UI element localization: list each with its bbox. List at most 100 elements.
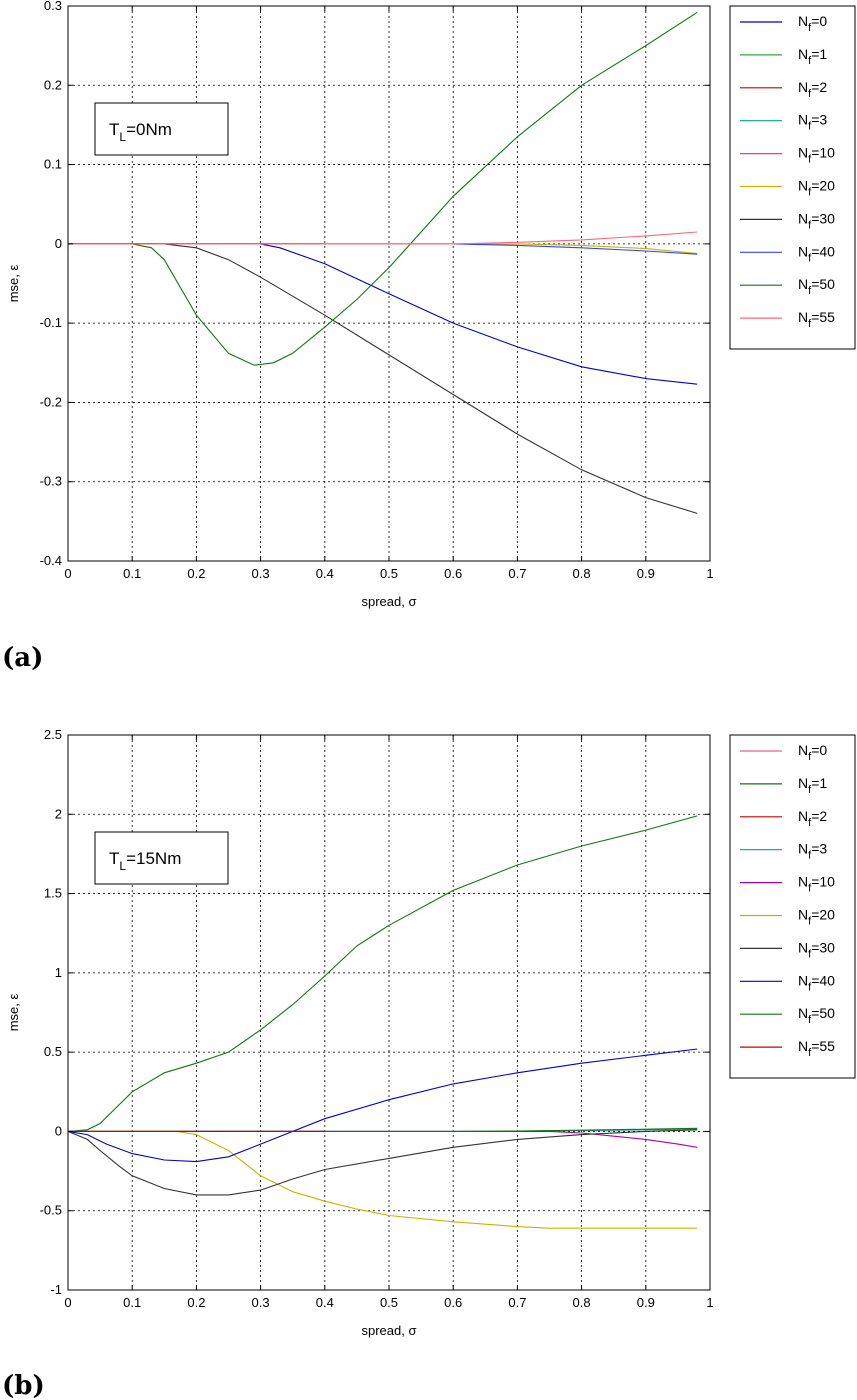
panel-label: (a) <box>2 643 43 673</box>
legend-label-nf-50: Nf=50 <box>798 1005 835 1026</box>
legend-value: 2 <box>819 79 827 95</box>
legend-sub: f <box>808 252 812 264</box>
legend-label-nf-40: Nf=40 <box>798 243 835 264</box>
series-line-nf-1 <box>67 815 698 1132</box>
y-tick-label: -0.2 <box>40 394 62 409</box>
x-axis-label: spread, σ <box>362 594 417 609</box>
chart-panel-0: 0 0.1 0.2 0.3 0.4 0.5 0.6 0.7 0.8 0.9 1 -0.4 -0.3 -0.… <box>2 0 856 673</box>
legend-sub: f <box>808 55 812 67</box>
legend-label-nf-10: Nf=10 <box>798 874 835 895</box>
legend-sub: f <box>808 883 812 895</box>
annotation-text: TL=0Nm <box>109 120 172 144</box>
legend-label-nf-3: Nf=3 <box>798 112 827 133</box>
y-tick-label: 1.5 <box>44 886 62 901</box>
legend-sub: f <box>808 318 812 330</box>
x-tick-label: 0 <box>64 566 71 581</box>
series-line-nf-50 <box>68 11 698 366</box>
legend-eq: = <box>811 775 819 791</box>
y-tick-label: -1 <box>50 1282 62 1297</box>
legend-sub: f <box>808 22 812 34</box>
x-tick-label: 0.1 <box>123 1295 141 1310</box>
legend-eq: = <box>811 742 819 758</box>
legend-box <box>729 5 856 350</box>
x-tick-label: 0.8 <box>573 566 591 581</box>
legend-label-nf-20: Nf=20 <box>798 907 835 928</box>
series-line-nf-20 <box>68 1130 698 1229</box>
x-tick-label: 0.1 <box>123 566 141 581</box>
series-group <box>67 815 698 1229</box>
legend-n: N <box>798 112 808 128</box>
legend-label-nf-0: Nf=0 <box>798 13 827 34</box>
legend-eq: = <box>811 841 819 857</box>
legend-label-nf-50: Nf=50 <box>798 276 835 297</box>
legend-label-nf-2: Nf=2 <box>798 79 827 100</box>
x-tick-label: 0.3 <box>252 1295 270 1310</box>
x-tick-label: 0.4 <box>316 1295 334 1310</box>
series-line-nf-55 <box>68 231 698 245</box>
series-line-nf-30 <box>67 1129 698 1196</box>
legend-n: N <box>798 841 808 857</box>
legend-eq: = <box>811 46 819 62</box>
legend-value: 1 <box>819 775 827 791</box>
legend-label-nf-55: Nf=55 <box>798 309 835 330</box>
legend-value: 0 <box>819 13 827 29</box>
legend-value: 40 <box>819 243 835 259</box>
annotation-text: TL=15Nm <box>109 849 181 873</box>
legend-sub: f <box>808 88 812 100</box>
legend-sub: f <box>808 187 812 199</box>
y-tick-label: 2 <box>55 806 62 821</box>
annotation-sub: L <box>119 859 126 873</box>
legend-eq: = <box>811 178 819 194</box>
legend-n: N <box>798 808 808 824</box>
x-tick-label: 0.5 <box>380 566 398 581</box>
legend-n: N <box>798 145 808 161</box>
plot-area <box>68 6 710 561</box>
legend-n: N <box>798 939 808 955</box>
y-tick-label: -0.5 <box>40 1203 62 1218</box>
legend-n: N <box>798 276 808 292</box>
x-tick-label: 0.8 <box>573 1295 591 1310</box>
legend-value: 50 <box>819 276 835 292</box>
legend-n: N <box>798 874 808 890</box>
x-tick-label: 0.9 <box>637 566 655 581</box>
x-tick-label: 1 <box>706 566 713 581</box>
legend-label-nf-55: Nf=55 <box>798 1038 835 1059</box>
legend-n: N <box>798 742 808 758</box>
series-line-nf-50 <box>68 1127 698 1132</box>
legend-eq: = <box>811 972 819 988</box>
legend-value: 1 <box>819 46 827 62</box>
y-tick-label: 0.5 <box>44 1044 62 1059</box>
legend-n: N <box>798 1038 808 1054</box>
legend-sub: f <box>808 981 812 993</box>
legend-eq: = <box>811 1038 819 1054</box>
legend-label-nf-2: Nf=2 <box>798 808 827 829</box>
legend-n: N <box>798 243 808 259</box>
legend-eq: = <box>811 79 819 95</box>
legend-label-nf-20: Nf=20 <box>798 178 835 199</box>
x-tick-label: 1 <box>706 1295 713 1310</box>
legend-n: N <box>798 46 808 62</box>
legend-label-nf-40: Nf=40 <box>798 972 835 993</box>
legend-sub: f <box>808 916 812 928</box>
legend-sub: f <box>808 121 812 133</box>
x-tick-label: 0.9 <box>637 1295 655 1310</box>
legend-eq: = <box>811 112 819 128</box>
legend-eq: = <box>811 309 819 325</box>
annotation-box <box>94 102 229 156</box>
y-tick-label: 2.5 <box>44 727 62 742</box>
legend-value: 50 <box>819 1005 835 1021</box>
legend-label-nf-30: Nf=30 <box>798 939 835 960</box>
panel-label: (b) <box>2 1371 45 1400</box>
y-tick-label: 0.3 <box>44 0 62 13</box>
legend-eq: = <box>811 939 819 955</box>
legend-value: 55 <box>819 1038 835 1054</box>
legend: Nf=0Nf=1Nf=2Nf=3Nf=10Nf=20Nf=30Nf=40Nf=5… <box>729 734 856 1079</box>
y-tick-label: 1 <box>55 965 62 980</box>
y-tick-label: 0 <box>55 1123 62 1138</box>
y-tick-label: -0.4 <box>40 553 62 568</box>
y-tick-label: 0.1 <box>44 157 62 172</box>
y-tick-label: 0.2 <box>44 77 62 92</box>
legend-eq: = <box>811 276 819 292</box>
x-tick-label: 0.6 <box>444 1295 462 1310</box>
